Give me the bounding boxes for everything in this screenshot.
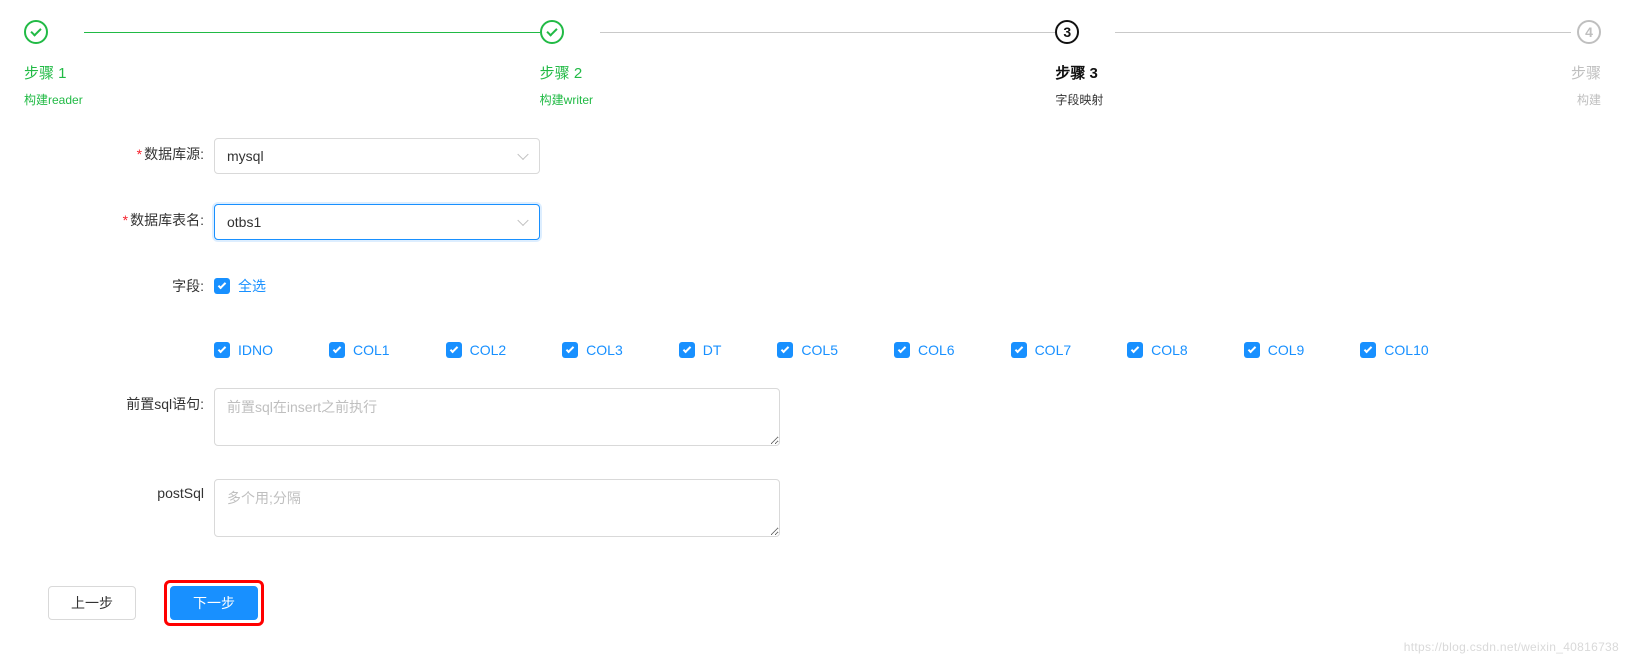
checkbox-checked-icon [1127,342,1143,358]
next-button[interactable]: 下一步 [170,586,258,620]
checkbox-checked-icon [214,278,230,294]
checkbox-checked-icon [679,342,695,358]
post-sql-textarea[interactable] [214,479,780,537]
checkbox-checked-icon [777,342,793,358]
step-4-sub: 构建 [1577,91,1601,108]
chevron-down-icon [517,215,528,226]
check-icon [24,20,48,44]
step-line-2-3 [600,32,1056,33]
field-checkbox[interactable]: COL7 [1011,342,1072,358]
field-checkbox-label: COL6 [918,342,955,358]
field-checkbox[interactable]: COL2 [446,342,507,358]
field-checkbox-label: COL5 [801,342,838,358]
field-checkbox[interactable]: COL9 [1244,342,1305,358]
field-checkbox-label: DT [703,342,722,358]
step-3-sub: 字段映射 [1055,91,1103,108]
field-checkbox[interactable]: COL8 [1127,342,1188,358]
step-2[interactable]: 步骤 2 构建writer [540,20,600,108]
required-asterisk: * [137,146,142,162]
fields-label: 字段: [24,270,214,296]
step-line-1-2 [84,32,540,33]
field-checkbox-label: COL8 [1151,342,1188,358]
chevron-down-icon [517,149,528,160]
step-2-title: 步骤 2 [540,62,583,83]
field-checkbox[interactable]: COL5 [777,342,838,358]
pre-sql-textarea[interactable] [214,388,780,446]
db-source-label: *数据库源: [24,138,214,164]
pre-sql-label: 前置sql语句: [24,388,214,414]
field-checkbox-label: COL9 [1268,342,1305,358]
row-db-source: *数据库源: mysql [24,138,1601,174]
check-icon [540,20,564,44]
field-checkbox-label: COL3 [586,342,623,358]
checkbox-checked-icon [214,342,230,358]
required-asterisk: * [123,212,128,228]
step-line-3-4 [1115,32,1571,33]
field-checkbox-label: IDNO [238,342,273,358]
row-post-sql: postSql [24,479,1601,540]
step-1-title: 步骤 1 [24,62,67,83]
checkbox-checked-icon [1360,342,1376,358]
checkbox-checked-icon [1011,342,1027,358]
checkbox-checked-icon [894,342,910,358]
step-4-title: 步骤 [1571,62,1601,83]
field-checkbox[interactable]: COL1 [329,342,390,358]
db-table-value: otbs1 [227,214,261,230]
watermark: https://blog.csdn.net/weixin_40816738 [1404,640,1619,654]
field-checkbox[interactable]: DT [679,342,722,358]
next-button-highlight: 下一步 [164,580,264,626]
steps-bar: 步骤 1 构建reader 步骤 2 构建writer 3 步骤 3 字段映射 … [0,0,1625,108]
writer-form: *数据库源: mysql *数据库表名: otbs1 字段: 全选 [0,108,1625,626]
checkbox-checked-icon [1244,342,1260,358]
db-source-select[interactable]: mysql [214,138,540,174]
step-2-sub: 构建writer [540,91,593,108]
step-1-sub: 构建reader [24,91,83,108]
db-table-select[interactable]: otbs1 [214,204,540,240]
field-checkbox[interactable]: COL10 [1360,342,1428,358]
field-checkbox[interactable]: COL3 [562,342,623,358]
field-checkbox[interactable]: IDNO [214,342,273,358]
checkbox-checked-icon [446,342,462,358]
field-checkbox-label: COL10 [1384,342,1428,358]
prev-button[interactable]: 上一步 [48,586,136,620]
db-source-value: mysql [227,148,264,164]
checkbox-checked-icon [562,342,578,358]
step-4[interactable]: 4 步骤 构建 [1571,20,1601,108]
db-table-label: *数据库表名: [24,204,214,230]
field-checkbox-label: COL7 [1035,342,1072,358]
post-sql-label: postSql [24,479,214,501]
field-checkbox-label: COL1 [353,342,390,358]
step-1[interactable]: 步骤 1 构建reader [24,20,84,108]
field-checkbox[interactable]: COL6 [894,342,955,358]
row-fields: 字段: 全选 IDNO COL1 COL2 COL3 DT COL5 COL6 COL7 COL… [24,270,1601,358]
step-3-title: 步骤 3 [1055,62,1098,83]
select-all-label: 全选 [238,276,266,296]
field-checkbox-group: IDNO COL1 COL2 COL3 DT COL5 COL6 COL7 COL8 COL9 CO… [214,336,1429,358]
footer-buttons: 上一步 下一步 [24,540,1601,626]
checkbox-checked-icon [329,342,345,358]
step-3[interactable]: 3 步骤 3 字段映射 [1055,20,1115,108]
select-all-checkbox[interactable]: 全选 [214,276,266,296]
field-checkbox-label: COL2 [470,342,507,358]
row-db-table: *数据库表名: otbs1 [24,204,1601,240]
step-4-num: 4 [1577,20,1601,44]
step-3-num: 3 [1055,20,1079,44]
row-pre-sql: 前置sql语句: [24,388,1601,449]
